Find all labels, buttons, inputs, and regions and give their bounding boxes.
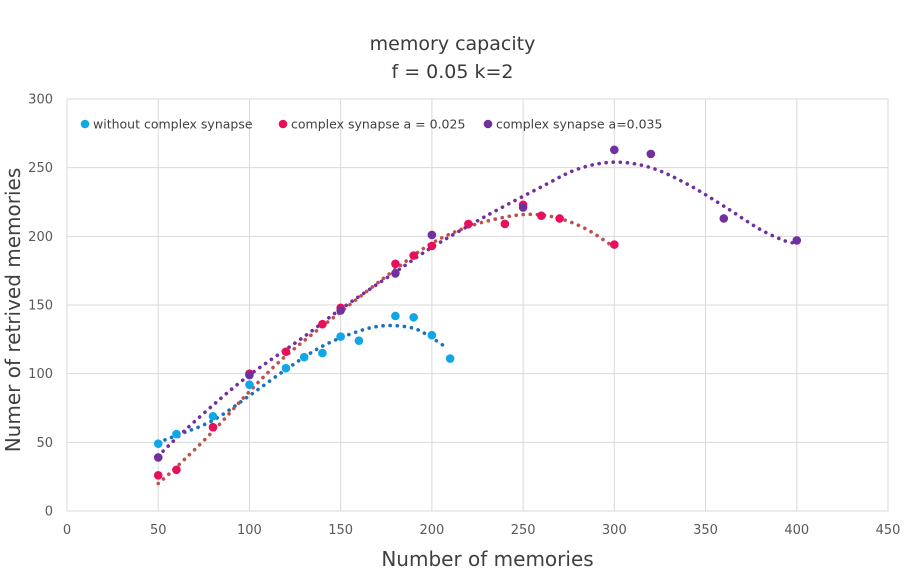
data-point-series-1 — [172, 429, 181, 439]
trendline-series-1 — [156, 323, 449, 445]
data-point-series-1 — [299, 352, 309, 362]
data-point-series-1 — [354, 336, 364, 346]
legend-marker — [278, 119, 288, 129]
x-tick-label: 300 — [602, 523, 627, 538]
data-point-series-1 — [245, 380, 254, 389]
data-point-series-2 — [153, 470, 163, 480]
x-tick-label: 0 — [63, 523, 71, 538]
data-point-series-1 — [318, 348, 327, 358]
trendline-series-3 — [156, 160, 799, 458]
legend-item-1: without complex synapse — [80, 117, 253, 132]
data-point-series-1 — [153, 439, 163, 449]
data-point-series-1 — [336, 332, 345, 341]
data-point-series-3 — [153, 453, 163, 462]
x-tick-label: 200 — [419, 523, 444, 538]
x-tick-label: 400 — [784, 523, 809, 538]
data-point-series-2 — [610, 240, 619, 249]
y-tick-label: 50 — [36, 436, 53, 451]
data-point-series-2 — [409, 251, 418, 260]
data-point-series-3 — [792, 236, 802, 245]
legend-label: complex synapse a=0.035 — [496, 117, 662, 132]
data-point-series-2 — [281, 347, 291, 356]
legend-label: without complex synapse — [93, 117, 253, 132]
data-point-series-3 — [391, 269, 400, 278]
data-point-series-1 — [208, 411, 218, 421]
x-tick-label: 450 — [876, 523, 901, 538]
data-point-series-3 — [518, 203, 528, 212]
data-point-series-3 — [336, 306, 345, 315]
chart-subtitle: f = 0.05 k=2 — [391, 61, 514, 83]
x-tick-label: 250 — [511, 523, 536, 538]
y-tick-label: 0 — [45, 505, 53, 520]
y-tick-label: 300 — [28, 93, 53, 108]
x-tick-label: 350 — [693, 523, 718, 538]
y-axis-label: Numer of retrived memories — [1, 168, 25, 453]
legend-item-3: complex synapse a=0.035 — [483, 117, 662, 132]
data-point-series-3 — [427, 230, 437, 240]
trendline-series-2 — [156, 212, 617, 486]
y-tick-label: 100 — [28, 367, 53, 382]
data-point-series-2 — [208, 422, 218, 432]
data-point-series-1 — [281, 363, 291, 373]
data-point-series-2 — [464, 219, 473, 229]
x-tick-label: 150 — [328, 523, 353, 538]
data-point-series-1 — [445, 354, 455, 363]
x-tick-label: 50 — [150, 523, 167, 538]
legend-item-2: complex synapse a = 0.025 — [278, 117, 465, 132]
chart-title: memory capacity — [369, 33, 536, 55]
x-tick-label: 100 — [237, 523, 262, 538]
x-axis-label: Number of memories — [381, 547, 593, 571]
data-point-series-3 — [719, 214, 729, 223]
data-point-series-1 — [391, 311, 400, 321]
data-point-series-3 — [646, 149, 656, 159]
data-point-series-2 — [537, 211, 546, 221]
data-point-series-1 — [427, 330, 437, 340]
y-tick-label: 200 — [28, 230, 53, 245]
data-point-series-3 — [245, 370, 254, 380]
legend-label: complex synapse a = 0.025 — [291, 117, 465, 132]
data-point-series-2 — [391, 259, 400, 269]
data-point-series-2 — [318, 319, 327, 329]
legend-marker — [80, 119, 90, 129]
y-tick-label: 250 — [28, 161, 53, 176]
data-point-series-2 — [172, 465, 181, 475]
legend-marker — [483, 119, 493, 129]
data-point-series-1 — [409, 313, 418, 322]
data-point-series-2 — [500, 219, 510, 229]
data-point-series-2 — [555, 214, 564, 223]
data-point-series-2 — [427, 241, 437, 251]
y-tick-label: 150 — [28, 299, 53, 314]
data-point-series-3 — [610, 145, 619, 155]
